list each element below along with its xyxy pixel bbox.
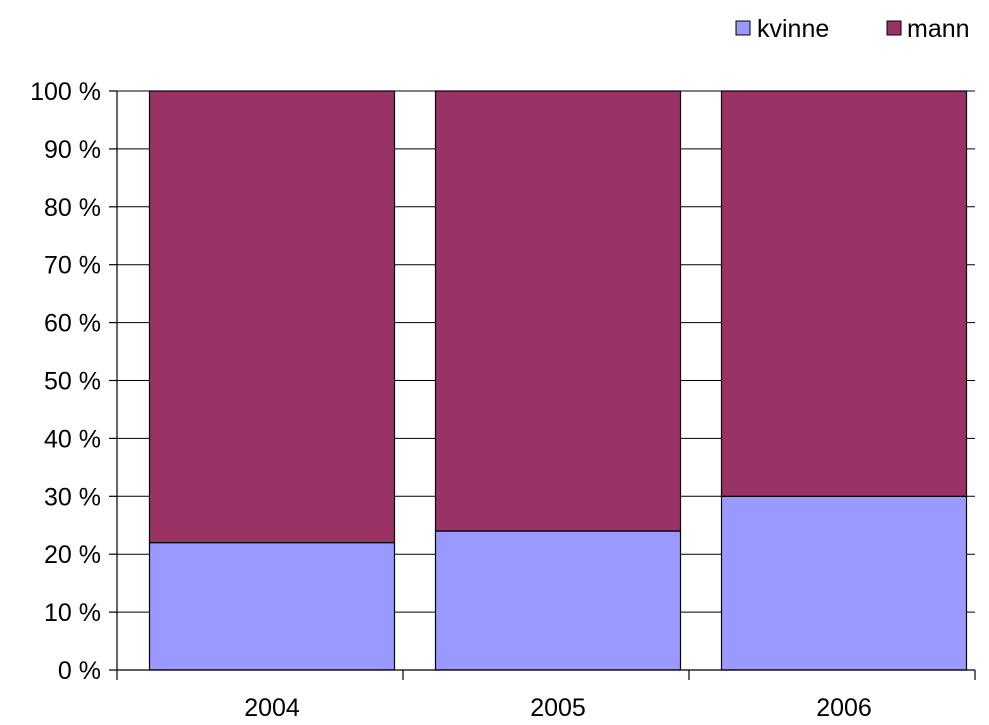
legend: kvinne mann	[735, 15, 970, 43]
bar-mann-2004	[148, 90, 396, 544]
bars	[148, 90, 968, 671]
bar-kvinne-2005	[434, 530, 682, 671]
axes	[109, 90, 976, 680]
y-tick-label: 40 %	[44, 425, 101, 453]
legend-swatch-kvinne	[735, 20, 751, 36]
bar-mann-2006	[720, 90, 968, 497]
y-tick-label: 60 %	[44, 310, 101, 338]
x-tick-label: 2005	[530, 694, 586, 722]
y-tick-labels: 0 % 10 % 20 % 30 % 40 % 50 % 60 % 70 % 80 % 90 % 1…	[30, 78, 101, 685]
y-tick-label: 90 %	[44, 136, 101, 164]
y-tick-label: 10 %	[44, 599, 101, 627]
y-tick-label: 20 %	[44, 541, 101, 569]
legend-label-kvinne: kvinne	[757, 15, 829, 43]
y-tick-label: 50 %	[44, 368, 101, 396]
x-tick-label: 2006	[816, 694, 872, 722]
y-tick-label: 30 %	[44, 483, 101, 511]
bar-mann-2005	[434, 90, 682, 532]
bar-kvinne-2006	[720, 495, 968, 671]
y-tick-label: 100 %	[30, 78, 101, 106]
bar-kvinne-2004	[148, 542, 396, 671]
legend-swatch-mann	[886, 20, 902, 36]
y-tick-label: 80 %	[44, 194, 101, 222]
legend-label-mann: mann	[907, 15, 970, 43]
y-tick-label: 0 %	[58, 657, 101, 685]
y-tick-label: 70 %	[44, 252, 101, 280]
x-tick-label: 2004	[244, 694, 300, 722]
x-tick-labels: 2004 2005 2006	[244, 694, 872, 722]
